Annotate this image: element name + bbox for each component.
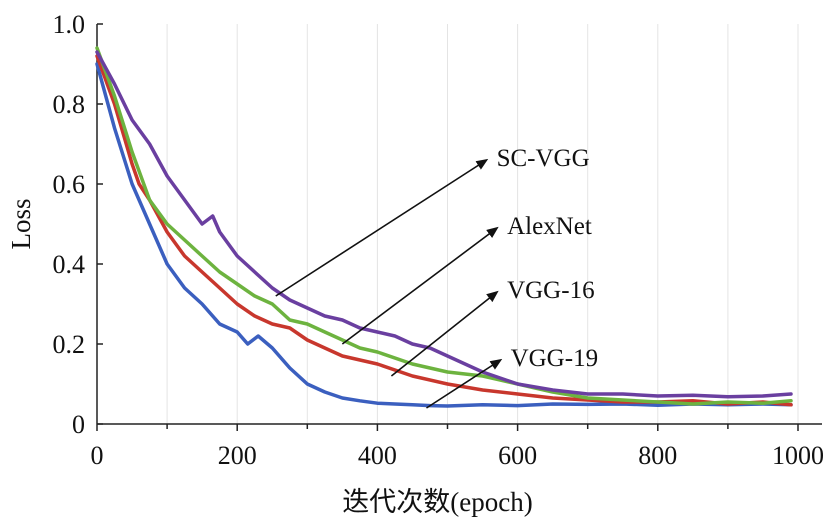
- series-line-vgg-16: [95, 46, 793, 406]
- y-axis-title: Loss: [6, 198, 36, 249]
- x-tick-label: 600: [498, 441, 537, 470]
- annotation-arrow: [275, 158, 489, 297]
- annotation-label: AlexNet: [507, 213, 592, 240]
- annotations: SC-VGG AlexNet VGG-16 VGG-19: [275, 145, 598, 409]
- y-tick-label: 1.0: [53, 10, 86, 39]
- y-tick-label: 0.6: [53, 170, 86, 199]
- annotation-arrow: [390, 290, 499, 377]
- annotation-label: SC-VGG: [497, 145, 590, 172]
- annotation-label: VGG-19: [511, 345, 598, 372]
- x-tick-label: 200: [218, 441, 257, 470]
- x-tick-label: 800: [638, 441, 677, 470]
- y-tick-label: 0.2: [53, 330, 86, 359]
- y-tick-label: 0: [72, 410, 85, 439]
- grid-lines: [166, 24, 799, 424]
- series-lines: [95, 46, 793, 408]
- x-tick-label: 400: [358, 441, 397, 470]
- x-tick-label: 1000: [772, 441, 824, 470]
- x-axis-title: 迭代次数(epoch): [342, 487, 532, 517]
- x-tick-label: 0: [91, 441, 104, 470]
- annotation-arrow: [426, 358, 503, 409]
- series-line-vgg-19: [95, 50, 793, 399]
- y-tick-label: 0.8: [53, 90, 86, 119]
- annotation-label: VGG-16: [507, 277, 594, 304]
- series-line-sc-vgg: [95, 62, 793, 408]
- axes: 0 0.2 0.4 0.6 0.8 1.0 0 200 400 600 800 1000: [53, 10, 825, 470]
- y-tick-label: 0.4: [53, 250, 86, 279]
- annotation-arrow: [341, 226, 499, 345]
